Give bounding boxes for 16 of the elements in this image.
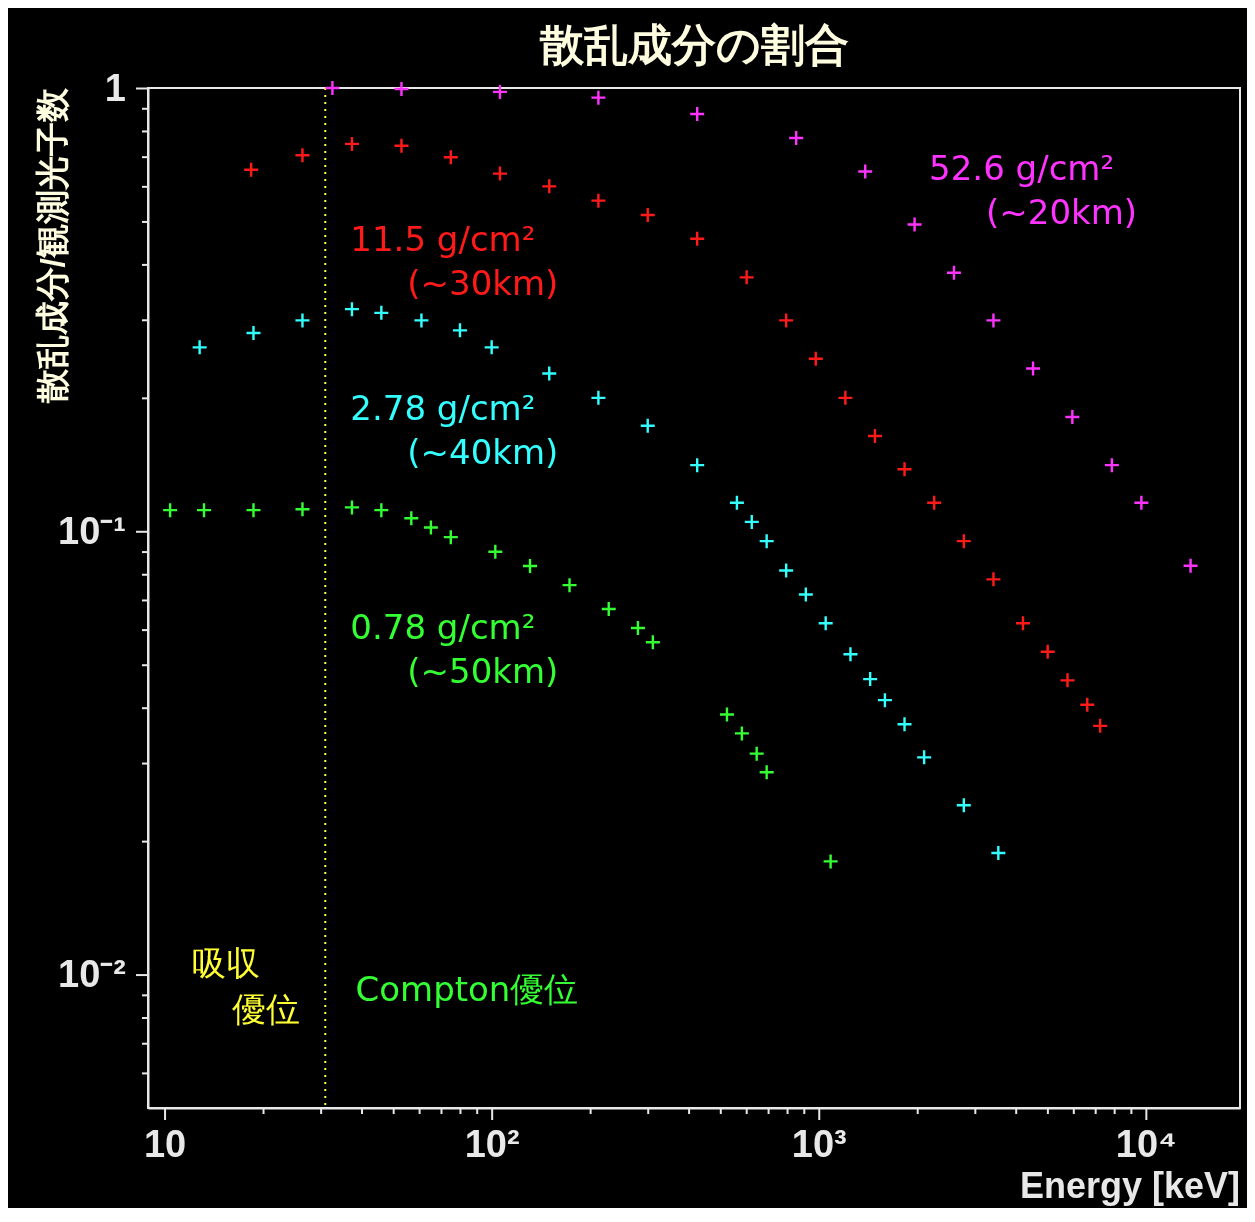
chart-title: 散乱成分の割合 <box>538 20 849 69</box>
annotation: 吸収優位 <box>191 943 300 1030</box>
x-tick-label: 10⁴ <box>1115 1122 1177 1165</box>
series-label: 2.78 g/cm² (~40km) <box>350 387 559 472</box>
y-tick-label: 10⁻² <box>58 953 126 996</box>
y-tick-label: 10⁻¹ <box>58 509 126 552</box>
x-tick-label: 10² <box>464 1122 520 1165</box>
y-tick-label: 1 <box>104 66 126 109</box>
y-axis-title: 散乱成分/観測光子数 <box>33 87 71 405</box>
x-tick-label: 10 <box>143 1122 187 1165</box>
series-label: 11.5 g/cm² (~30km) <box>350 219 559 304</box>
x-tick-label: 10³ <box>791 1122 847 1165</box>
annotation: Compton優位 <box>355 968 579 1009</box>
series-label: 52.6 g/cm² (~20km) <box>929 147 1138 232</box>
series-label: 0.78 g/cm² (~50km) <box>350 606 559 691</box>
x-axis-title: Energy [keV] <box>1019 1165 1240 1206</box>
